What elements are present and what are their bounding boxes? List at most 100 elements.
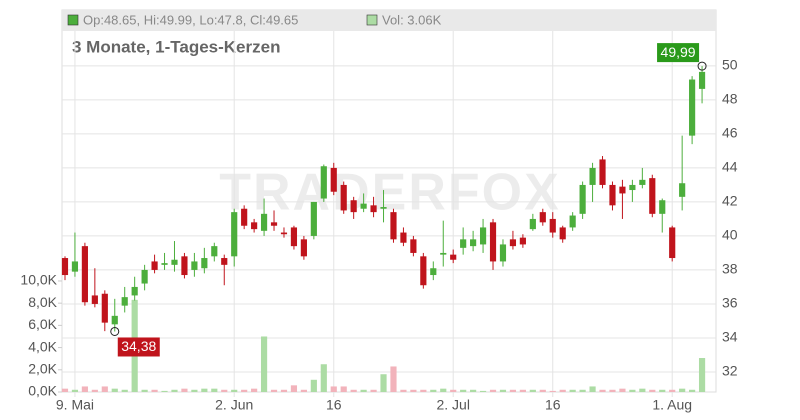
y-tick-label: 34 — [722, 329, 738, 345]
candle-body — [350, 200, 357, 213]
y-tick-label: 44 — [722, 159, 738, 175]
candle-body — [221, 258, 228, 265]
candle-body — [659, 200, 666, 214]
annotation-label: 34,38 — [121, 338, 156, 354]
candle-body — [191, 261, 198, 270]
candle-body — [450, 254, 457, 260]
volume-bar — [649, 389, 656, 392]
annotation-label: 49,99 — [661, 44, 696, 60]
volume-bar — [260, 336, 268, 392]
volume-bar — [161, 390, 168, 392]
volume-bar — [679, 388, 686, 392]
volume-bar — [81, 386, 88, 392]
candle-body — [131, 286, 138, 296]
candle-body — [71, 261, 79, 272]
y-tick-label: 48 — [722, 91, 738, 107]
candle-body — [290, 227, 298, 247]
volume-bar — [599, 389, 606, 392]
volume-bar — [440, 388, 447, 392]
volume-bar — [111, 388, 118, 392]
volume-bar — [698, 358, 706, 392]
candle-body — [370, 205, 377, 213]
legend-bar — [62, 10, 716, 31]
candle-body — [569, 215, 576, 228]
volume-bar — [380, 374, 387, 392]
x-tick-label: 16 — [545, 397, 561, 413]
volume-bar — [370, 389, 377, 392]
volume-bar — [121, 389, 128, 392]
volume-bar — [350, 389, 357, 392]
x-tick-label: 1. Aug — [652, 397, 692, 413]
candle-body — [360, 203, 367, 209]
volume-bar — [251, 388, 258, 392]
volume-bar — [91, 389, 98, 392]
volume-bar — [61, 388, 69, 392]
volume-bar — [221, 389, 228, 392]
candle-body — [629, 184, 636, 191]
candle-body — [559, 227, 566, 240]
candle-body — [499, 244, 507, 262]
watermark: TRADERFOX — [219, 164, 561, 222]
volume-bar — [410, 389, 417, 392]
candle-body — [689, 79, 696, 136]
candle-body — [460, 239, 467, 248]
candle-body — [619, 186, 626, 194]
volume-bar — [450, 389, 457, 392]
candle-body — [639, 179, 646, 185]
candle-body — [599, 159, 606, 185]
candle-body — [479, 227, 487, 245]
candle-body — [410, 239, 417, 253]
candle-body — [539, 212, 546, 223]
volume-bar — [270, 389, 278, 392]
y2-tick-label: 2,0K — [28, 360, 57, 376]
candle-body — [241, 208, 248, 226]
y-tick-label: 46 — [722, 125, 738, 141]
candle-body — [161, 263, 168, 265]
x-tick-label: 16 — [326, 397, 342, 413]
candle-body — [111, 315, 118, 325]
volume-bar — [191, 389, 198, 392]
candle-body — [489, 222, 497, 262]
volume-bar — [539, 389, 546, 392]
candle-body — [589, 167, 596, 185]
candle-body — [310, 201, 317, 236]
candle-body — [649, 178, 656, 214]
volume-bar — [320, 364, 327, 392]
y-tick-label: 38 — [722, 261, 738, 277]
candle-body — [260, 213, 268, 231]
volume-bar — [340, 386, 347, 392]
volume-bar — [619, 388, 626, 392]
volume-bar — [141, 389, 148, 392]
volume-bar — [390, 366, 397, 392]
volume-bar — [509, 389, 517, 392]
volume-bar — [151, 389, 158, 392]
candle-body — [270, 222, 278, 226]
volume-bar — [629, 389, 636, 392]
volume-bar — [101, 386, 108, 392]
volume-bar — [171, 389, 178, 392]
candle-body — [529, 218, 536, 230]
candle-body — [400, 232, 407, 243]
annotation-marker — [697, 61, 707, 71]
volume-bar — [360, 389, 367, 392]
candle-body — [430, 268, 437, 276]
volume-bar — [479, 390, 487, 392]
candle-body — [181, 256, 188, 276]
candle-body — [151, 261, 158, 270]
candle-body — [81, 246, 88, 303]
volume-bar — [430, 389, 437, 392]
volume-bar — [609, 389, 616, 392]
legend-swatch — [67, 14, 79, 26]
annotation-marker — [110, 326, 120, 336]
volume-bar — [489, 389, 497, 392]
volume-bar — [420, 389, 427, 392]
candle-body — [509, 239, 517, 247]
candle-body — [280, 232, 288, 235]
candle-body — [101, 293, 108, 323]
annotation-box — [117, 337, 160, 357]
volume-bar — [549, 390, 556, 392]
candle-body — [320, 166, 327, 199]
volume-bar — [330, 386, 337, 392]
volume-bar — [300, 389, 307, 392]
